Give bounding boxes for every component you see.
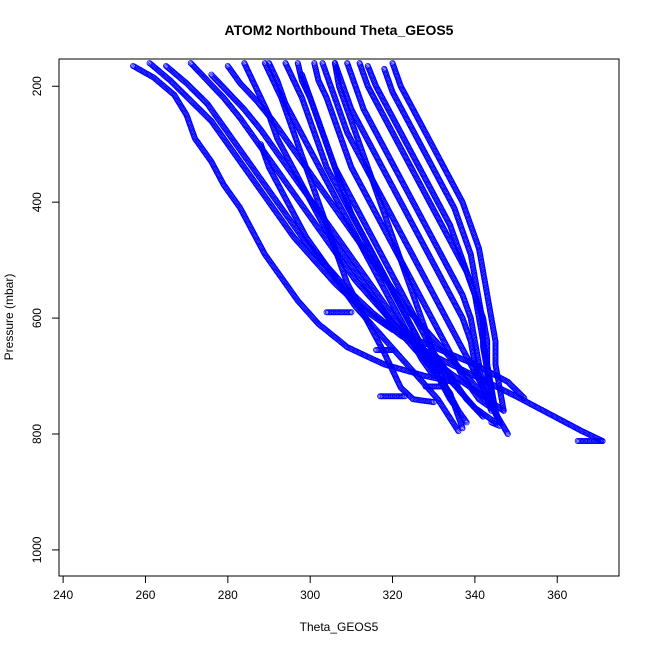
data-point — [220, 84, 227, 91]
data-point — [463, 396, 470, 403]
data-point — [504, 429, 511, 436]
data-point — [408, 394, 415, 401]
series-8 — [261, 60, 437, 406]
data-point — [480, 413, 487, 420]
data-point — [209, 83, 216, 90]
y-axis-label: Pressure (mbar) — [2, 274, 16, 361]
data-point — [430, 399, 437, 406]
data-point — [479, 412, 486, 419]
series-6 — [241, 60, 466, 432]
data-point — [454, 426, 461, 433]
data-point — [463, 419, 470, 426]
data-point — [313, 318, 320, 325]
data-point — [462, 418, 469, 425]
data-point — [478, 411, 485, 418]
data-point — [194, 67, 201, 74]
data-points — [130, 60, 606, 444]
chart-title: ATOM2 Northbound Theta_GEOS5 — [225, 22, 454, 38]
data-point — [504, 430, 511, 437]
x-axis-label: Theta_GEOS5 — [300, 620, 379, 634]
data-point — [455, 428, 462, 435]
data-point — [238, 81, 245, 88]
data-point — [521, 395, 528, 402]
data-point — [520, 394, 527, 401]
data-point — [236, 101, 243, 108]
data-point — [519, 393, 526, 400]
